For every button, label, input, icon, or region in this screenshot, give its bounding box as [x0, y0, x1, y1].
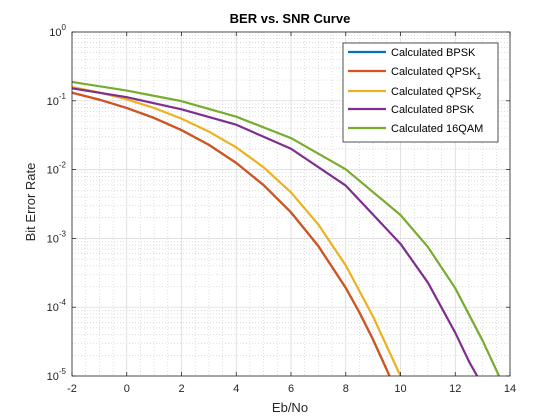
x-tick-label: 10	[394, 383, 406, 395]
x-tick-label: 6	[288, 383, 294, 395]
x-tick-labels: -2 0 2 4 6 8 10 12 14	[67, 383, 516, 395]
y-tick-label: 10-4	[47, 298, 67, 314]
legend-label: Calculated 8PSK	[391, 104, 475, 116]
y-tick-label: 10-1	[47, 92, 67, 108]
x-tick-label: 4	[233, 383, 239, 395]
y-tick-labels: 100 10-1 10-2 10-3 10-4 10-5	[47, 23, 67, 383]
x-tick-label: 2	[178, 383, 184, 395]
x-tick-label: -2	[67, 383, 77, 395]
y-tick-label: 10-2	[47, 161, 67, 177]
y-axis-label: Bit Error Rate	[23, 163, 38, 242]
x-tick-label: 8	[343, 383, 349, 395]
legend-label: Calculated 16QAM	[391, 123, 483, 135]
x-tick-label: 14	[504, 383, 516, 395]
y-tick-label: 10-3	[47, 229, 67, 245]
y-tick-label: 100	[49, 23, 66, 39]
chart-title: BER vs. SNR Curve	[230, 11, 351, 26]
x-axis-label: Eb/No	[272, 400, 308, 415]
legend-label: Calculated BPSK	[391, 47, 476, 59]
x-tick-label: 12	[449, 383, 461, 395]
x-tick-label: 0	[124, 383, 130, 395]
y-tick-label: 10-5	[47, 367, 67, 383]
